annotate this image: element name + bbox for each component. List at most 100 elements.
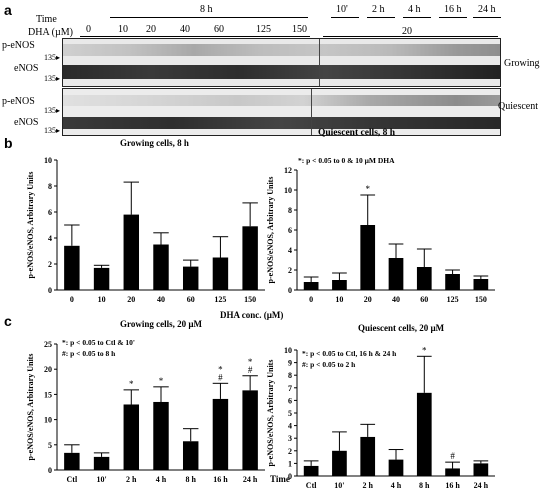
chart-c-right-title: Quiescent cells, 20 µM	[358, 323, 445, 333]
time-8h-label: 8 h	[200, 4, 213, 15]
dha-conc-5: 125	[256, 24, 271, 35]
chart-b-right-note: *: p < 0.05 to 0 & 10 µM DHA	[298, 156, 395, 165]
chart-2-bar-2	[123, 404, 140, 470]
chart-2-xtick-label-4: 8 h	[185, 475, 196, 484]
dha-conc-3: 40	[180, 24, 190, 35]
time-point-0: 10'	[336, 4, 348, 15]
chart-1-xtick-label-6: 150	[475, 295, 487, 304]
chart-0-bar-0	[64, 245, 80, 290]
chart-3-bar-1	[332, 450, 347, 476]
chart-0-xtick-label-2: 20	[127, 295, 135, 304]
chart-3-xtick-label-5: 16 h	[445, 481, 460, 490]
chart-3-bar-3	[388, 459, 404, 476]
chart-2-ytick-label-3: 15	[44, 390, 52, 399]
panel-c-letter: c	[4, 313, 12, 329]
chart-2-ytick-label-1: 5	[48, 441, 52, 450]
chart-2-xtick-label-2: 2 h	[126, 475, 137, 484]
chart-b-left-title: Growing cells, 8 h	[120, 138, 189, 148]
dha-conc-2: 20	[146, 24, 156, 35]
western-blot-quiescent	[62, 88, 501, 136]
chart-2-bar-3	[153, 401, 169, 470]
chart-3-bar-4	[416, 392, 432, 476]
chart-3-sig-4-0: *	[422, 345, 427, 355]
panel-a-letter: a	[4, 2, 12, 18]
row-label-peNOS-2: p-eNOS	[2, 96, 35, 107]
chart-3-ytick-label-2: 2	[288, 447, 292, 456]
conc-underline-right	[323, 36, 498, 37]
chart-2-ytick-label-4: 20	[44, 365, 52, 374]
chart-1-ytick-label-6: 12	[284, 166, 292, 175]
chart-0-bar-2	[123, 214, 140, 290]
chart-3-ylabel: p-eNOS/eNOS, Arbitrary Units	[266, 360, 275, 467]
blot-divider-quiescent	[311, 89, 312, 135]
chart-2-sig-6-0: *	[248, 357, 253, 367]
blot-band-eNOS-growing	[63, 65, 500, 79]
chart-3-sig-5-0: #	[450, 451, 455, 461]
chart-0-xtick-label-1: 10	[98, 295, 106, 304]
chart-c-right-note1: *: p < 0.05 to Ctl, 16 h & 24 h	[302, 349, 397, 358]
dha-fixed-conc: 20	[402, 26, 412, 37]
chart-c-time-label: Time	[270, 474, 290, 484]
time-label: Time	[36, 14, 57, 25]
row-label-eNOS-1: eNOS	[14, 63, 39, 74]
chart-3-ytick-label-0: 0	[288, 472, 292, 481]
chart-2-ylabel: p-eNOS/eNOS, Arbitrary Units	[26, 354, 35, 461]
chart-3-ytick-label-3: 3	[288, 434, 292, 443]
chart-2-sig-2-0: *	[129, 379, 134, 389]
chart-0-xtick-label-0: 0	[70, 295, 74, 304]
blot-divider-growing	[319, 39, 320, 86]
mw-marker-4: 135▸	[44, 126, 61, 135]
time-point-underline-2	[403, 17, 431, 18]
chart-2-xtick-label-3: 4 h	[156, 475, 167, 484]
chart-3-ytick-label-6: 6	[288, 396, 292, 405]
growing-label: Growing	[504, 58, 540, 69]
chart-2-xtick-label-1: 10'	[96, 475, 106, 484]
chart-1-ytick-label-1: 2	[288, 266, 292, 275]
chart-2-xtick-label-5: 16 h	[213, 475, 228, 484]
time-point-2: 4 h	[408, 4, 421, 15]
chart-1-bar-5	[445, 274, 460, 290]
dha-conc-4: 60	[214, 24, 224, 35]
chart-2-ytick-label-0: 0	[48, 466, 52, 475]
chart-3-ytick-label-4: 4	[288, 422, 292, 431]
chart-0-ytick-label-0: 0	[48, 286, 52, 295]
chart-2-sig-3-0: *	[159, 376, 164, 386]
chart-c-left-title: Growing cells, 20 µM	[120, 319, 203, 329]
time-point-4: 24 h	[478, 4, 496, 15]
quiescent-cells-8h-label: Quiescent cells, 8 h	[318, 128, 396, 138]
chart-1-xtick-label-3: 40	[392, 295, 400, 304]
dha-conc-0: 0	[86, 24, 91, 35]
chart-1-ytick-label-0: 0	[288, 286, 292, 295]
chart-2-sig-6-1: #	[248, 365, 253, 375]
chart-2-xtick-label-0: Ctl	[67, 475, 78, 484]
chart-2-bar-4	[182, 441, 199, 470]
time-point-underline-1	[367, 17, 395, 18]
chart-3-ytick-label-5: 5	[288, 409, 292, 418]
chart-3-xtick-label-4: 8 h	[419, 481, 430, 490]
chart-1-bar-1	[332, 280, 347, 290]
chart-0-bar-1	[93, 267, 110, 290]
chart-2-ytick-label-2: 10	[44, 416, 52, 425]
chart-0-ytick-label-5: 10	[44, 156, 52, 165]
chart-0-bar-5	[212, 257, 229, 290]
chart-1-ytick-label-2: 4	[288, 246, 292, 255]
chart-3-ytick-label-1: 1	[288, 459, 292, 468]
chart-3-bar-0	[303, 465, 319, 476]
chart-1-xtick-label-0: 0	[309, 295, 313, 304]
chart-3-ytick-label-8: 8	[288, 371, 292, 380]
chart-3-ytick-label-7: 7	[288, 384, 292, 393]
chart-0-xtick-label-6: 150	[244, 295, 256, 304]
chart-2-bar-0	[64, 452, 80, 470]
chart-3-xtick-label-0: Ctl	[306, 481, 317, 490]
chart-3-xtick-label-2: 2 h	[362, 481, 373, 490]
chart-0-ytick-label-1: 2	[48, 260, 52, 269]
chart-0-xtick-label-3: 40	[157, 295, 165, 304]
chart-0-ylabel: p-eNOS/eNOS, Arbitrary Units	[26, 172, 35, 279]
blot-band-peNOS-growing	[63, 44, 500, 56]
chart-0-ytick-label-2: 4	[48, 234, 52, 243]
chart-1-bar-0	[303, 282, 319, 290]
mw-marker-1: 135▸	[44, 53, 61, 62]
chart-c-left-note1: *: p < 0.05 to Ctl & 10'	[62, 338, 135, 347]
time-point-underline-3	[439, 17, 467, 18]
chart-b-xlabel: DHA conc. (µM)	[220, 310, 283, 320]
